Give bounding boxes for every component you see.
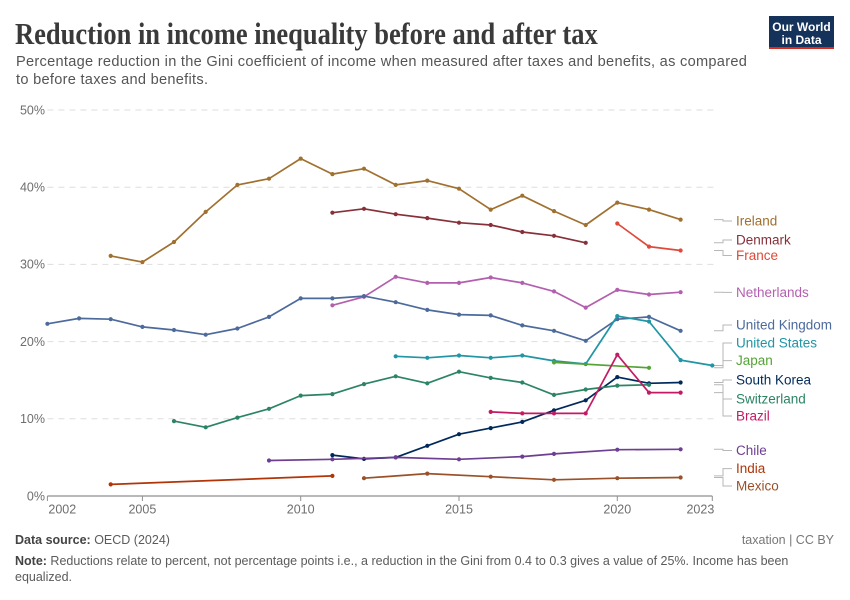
svg-text:Chile: Chile: [736, 443, 767, 458]
svg-text:Japan: Japan: [736, 353, 773, 368]
svg-text:Mexico: Mexico: [736, 479, 779, 494]
svg-text:2020: 2020: [603, 503, 631, 517]
svg-text:South Korea: South Korea: [736, 373, 812, 388]
svg-text:20%: 20%: [20, 335, 45, 349]
svg-text:2023: 2023: [686, 503, 714, 517]
svg-text:India: India: [736, 461, 766, 476]
svg-text:2010: 2010: [287, 503, 315, 517]
svg-text:40%: 40%: [20, 181, 45, 195]
svg-text:10%: 10%: [20, 412, 45, 426]
svg-text:Brazil: Brazil: [736, 409, 770, 424]
svg-text:Denmark: Denmark: [736, 233, 791, 248]
svg-text:2015: 2015: [445, 503, 473, 517]
svg-text:France: France: [736, 248, 778, 263]
svg-text:2005: 2005: [128, 503, 156, 517]
svg-text:0%: 0%: [27, 489, 45, 503]
svg-text:United States: United States: [736, 336, 817, 351]
svg-text:United Kingdom: United Kingdom: [736, 318, 832, 333]
svg-text:50%: 50%: [20, 103, 45, 117]
svg-text:Netherlands: Netherlands: [736, 285, 809, 300]
svg-text:2002: 2002: [48, 503, 76, 517]
svg-text:30%: 30%: [20, 258, 45, 272]
svg-text:Switzerland: Switzerland: [736, 392, 806, 407]
svg-text:Ireland: Ireland: [736, 214, 777, 229]
